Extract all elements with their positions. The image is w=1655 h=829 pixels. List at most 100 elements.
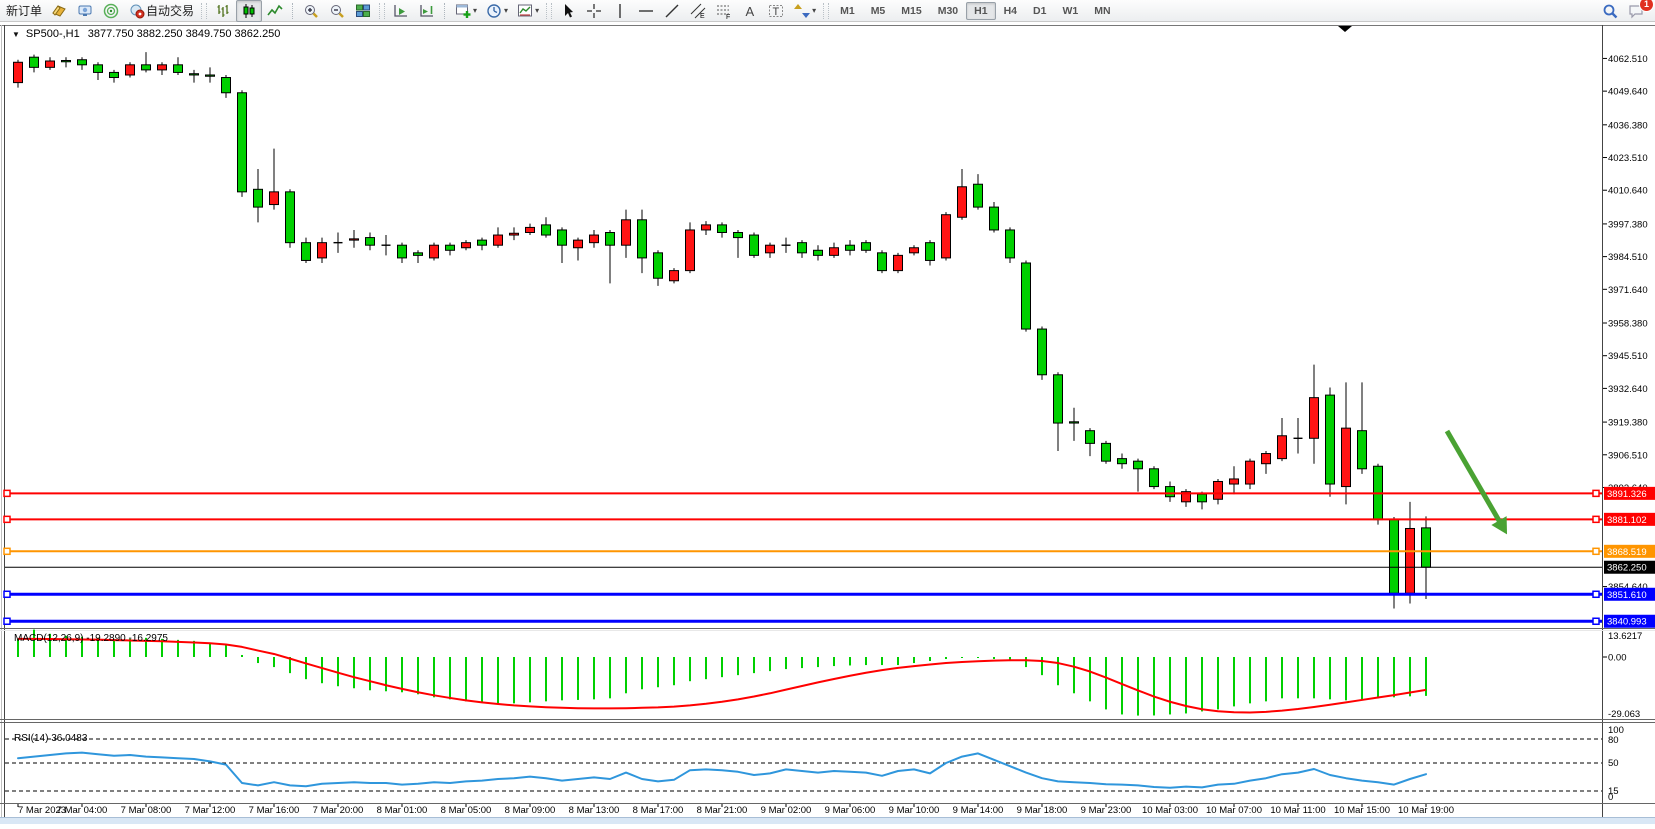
svg-text:10 Mar 07:00: 10 Mar 07:00 <box>1206 805 1262 816</box>
svg-text:0.00: 0.00 <box>1608 653 1627 664</box>
svg-text:7 Mar 16:00: 7 Mar 16:00 <box>249 805 300 816</box>
svg-text:0: 0 <box>1608 792 1613 803</box>
price-line[interactable]: 3868.519 <box>3 544 1655 558</box>
svg-text:10 Mar 19:00: 10 Mar 19:00 <box>1398 805 1454 816</box>
timeframe-h1-button[interactable]: H1 <box>966 1 996 20</box>
svg-text:3891.326: 3891.326 <box>1607 489 1647 500</box>
main-toolbar: 新订单 自动交易 ▾ ▾ ▾ E F A T ▾ M1 M5 M15 M30 H1 H4 D1 W1 MN 1 <box>0 0 1655 22</box>
price-line[interactable]: 3891.326 <box>3 486 1655 500</box>
toolbar-right: 1 <box>1597 0 1654 22</box>
svg-text:3881.102: 3881.102 <box>1607 515 1647 526</box>
cursor-icon[interactable] <box>555 0 581 22</box>
label-icon[interactable]: T <box>763 0 789 22</box>
price-line[interactable]: 3851.610 <box>3 587 1655 601</box>
auto-scroll-icon[interactable] <box>388 0 414 22</box>
svg-text:8 Mar 21:00: 8 Mar 21:00 <box>697 805 748 816</box>
crosshair-icon[interactable] <box>581 0 607 22</box>
svg-text:8 Mar 17:00: 8 Mar 17:00 <box>633 805 684 816</box>
trendline-icon[interactable] <box>659 0 685 22</box>
template-icon[interactable]: ▾ <box>512 0 543 22</box>
svg-text:4023.510: 4023.510 <box>1608 153 1648 164</box>
chevron-down-icon[interactable]: ▾ <box>812 6 817 15</box>
top-triangle-marker[interactable] <box>1338 26 1352 32</box>
chevron-down-icon[interactable]: ▾ <box>473 6 478 15</box>
svg-text:3971.640: 3971.640 <box>1608 285 1648 296</box>
new-order-label: 新订单 <box>6 4 43 18</box>
timeframe-m1-button[interactable]: M1 <box>840 4 855 17</box>
svg-text:A: A <box>746 4 755 19</box>
shapes-icon[interactable]: ▾ <box>789 0 820 22</box>
svg-text:-29.063: -29.063 <box>1608 709 1640 720</box>
svg-text:50: 50 <box>1608 758 1619 769</box>
zoom-out-icon[interactable] <box>324 0 350 22</box>
svg-text:3868.519: 3868.519 <box>1607 547 1647 558</box>
svg-text:7 Mar 12:00: 7 Mar 12:00 <box>185 805 236 816</box>
channel-icon[interactable]: E <box>685 0 711 22</box>
hline-icon[interactable] <box>633 0 659 22</box>
chevron-down-icon[interactable]: ▾ <box>504 6 509 15</box>
new-order-button[interactable]: 新订单 <box>2 0 46 22</box>
signal-icon[interactable] <box>98 0 124 22</box>
window-bottom-strip <box>0 817 1655 824</box>
notepad-icon[interactable] <box>46 0 72 22</box>
toolbar-grip <box>201 2 208 19</box>
svg-text:8 Mar 01:00: 8 Mar 01:00 <box>377 805 428 816</box>
price-line[interactable]: 3862.250 <box>5 560 1655 574</box>
svg-text:10 Mar 11:00: 10 Mar 11:00 <box>1270 805 1325 816</box>
toolbar-grip <box>546 2 553 19</box>
svg-text:9 Mar 10:00: 9 Mar 10:00 <box>889 805 940 816</box>
macd-pane: MACD(12,26,9) -19.2890 -16.2975 13.6217 0.… <box>14 629 1642 720</box>
tile-windows-icon[interactable] <box>350 0 376 22</box>
timeframe-mn-button[interactable]: MN <box>1094 4 1111 17</box>
timeframe-m30-button[interactable]: M30 <box>937 4 959 17</box>
timeframe-d1-button[interactable]: D1 <box>1033 4 1047 17</box>
svg-text:7 Mar 04:00: 7 Mar 04:00 <box>57 805 108 816</box>
period-icon[interactable]: ▾ <box>481 0 512 22</box>
svg-text:9 Mar 02:00: 9 Mar 02:00 <box>761 805 812 816</box>
bar-chart-icon[interactable] <box>210 0 236 22</box>
timeframe-w1-button[interactable]: W1 <box>1062 4 1079 17</box>
svg-text:10 Mar 15:00: 10 Mar 15:00 <box>1334 805 1390 816</box>
chart-shift-icon[interactable] <box>414 0 440 22</box>
svg-text:9 Mar 18:00: 9 Mar 18:00 <box>1017 805 1068 816</box>
candles <box>13 52 1431 609</box>
svg-text:8 Mar 13:00: 8 Mar 13:00 <box>569 805 620 816</box>
svg-text:MACD(12,26,9) -19.2890 -16.297: MACD(12,26,9) -19.2890 -16.2975 <box>14 633 168 644</box>
svg-text:15: 15 <box>1608 786 1619 797</box>
terminal-icon[interactable] <box>72 0 98 22</box>
drawn-arrow[interactable] <box>1444 429 1508 535</box>
oneclick-expand-icon[interactable]: ▼ <box>12 29 20 39</box>
svg-text:8 Mar 05:00: 8 Mar 05:00 <box>441 805 492 816</box>
new-chart-icon[interactable]: ▾ <box>450 0 481 22</box>
price-line[interactable]: 3840.993 <box>3 614 1655 628</box>
line-chart-icon[interactable] <box>262 0 288 22</box>
fibonacci-icon[interactable]: F <box>711 0 737 22</box>
svg-text:3932.640: 3932.640 <box>1608 384 1648 395</box>
toolbar-separator <box>292 2 294 19</box>
chevron-down-icon[interactable]: ▾ <box>535 6 540 15</box>
rsi-line <box>17 751 1427 789</box>
timeframe-h4-button[interactable]: H4 <box>1003 4 1018 17</box>
candlestick-chart-icon[interactable] <box>236 0 263 22</box>
svg-text:E: E <box>700 13 705 20</box>
zoom-in-icon[interactable] <box>298 0 324 22</box>
search-icon[interactable] <box>1597 0 1623 22</box>
auto-trading-button[interactable]: 自动交易 <box>124 0 198 22</box>
svg-text:4036.380: 4036.380 <box>1608 120 1648 131</box>
timeframe-m15-button[interactable]: M15 <box>901 4 922 17</box>
text-icon[interactable]: A <box>737 0 763 22</box>
svg-text:3854.640: 3854.640 <box>1608 582 1648 593</box>
svg-text:4062.510: 4062.510 <box>1608 54 1648 65</box>
price-line[interactable]: 3881.102 <box>3 512 1655 526</box>
toolbar-separator <box>444 2 446 19</box>
svg-text:7 Mar 20:00: 7 Mar 20:00 <box>313 805 364 816</box>
svg-text:F: F <box>726 14 730 20</box>
svg-text:9 Mar 06:00: 9 Mar 06:00 <box>825 805 876 816</box>
chat-icon[interactable]: 1 <box>1623 0 1654 22</box>
timeframe-m5-button[interactable]: M5 <box>870 4 886 17</box>
vline-icon[interactable] <box>607 0 633 22</box>
